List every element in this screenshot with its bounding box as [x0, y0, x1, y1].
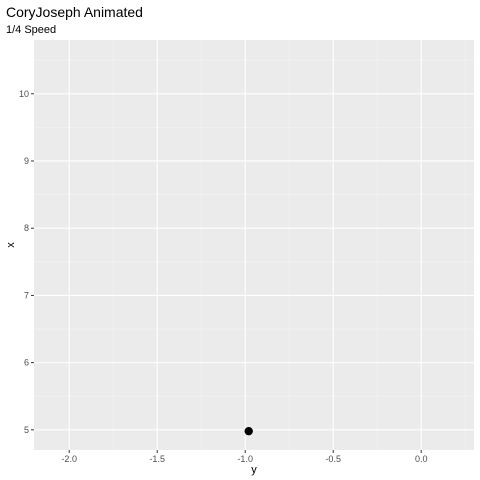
x-tick-label: -0.5	[325, 454, 341, 464]
y-tick-label: 8	[24, 223, 29, 233]
y-axis-label: x	[5, 242, 17, 248]
data-point	[245, 427, 253, 435]
y-tick-label: 9	[24, 156, 29, 166]
x-tick-label: -1.5	[149, 454, 165, 464]
y-tick-label: 5	[24, 425, 29, 435]
y-tick-labels: 5 6 7 8 9 10	[19, 89, 29, 435]
plot-panel	[34, 40, 474, 450]
y-tick-label: 6	[24, 358, 29, 368]
x-axis-label: y	[251, 464, 257, 476]
data-points	[245, 427, 253, 435]
x-tick-label: -1.0	[237, 454, 253, 464]
y-tick-label: 7	[24, 290, 29, 300]
x-tick-label: 0.0	[415, 454, 428, 464]
y-tick-label: 10	[19, 89, 29, 99]
x-tick-labels: -2.0 -1.5 -1.0 -0.5 0.0	[61, 454, 427, 464]
x-tick-label: -2.0	[61, 454, 77, 464]
